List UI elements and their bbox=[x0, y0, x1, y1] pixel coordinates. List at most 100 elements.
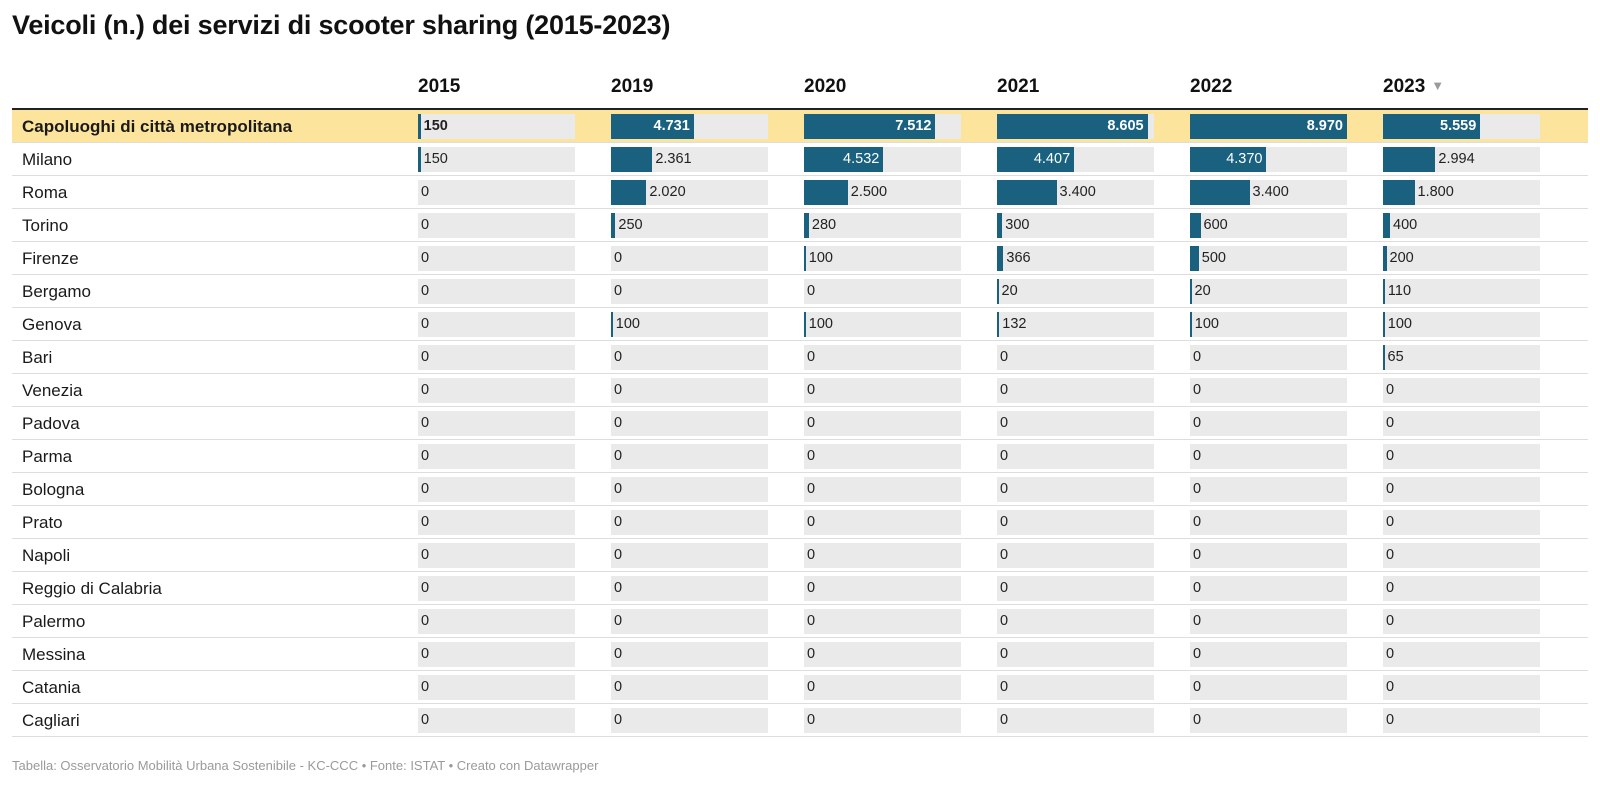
data-table: 2015 2019 2020 2021 2022 2023 ▼ Capoluoghi di … bbox=[12, 70, 1588, 737]
table-row: Reggio di Calabria 0 0 0 0 0 0 bbox=[12, 572, 1588, 605]
column-header-label: 2023 bbox=[1383, 76, 1426, 97]
row-label: Parma bbox=[22, 447, 73, 466]
bar-cell: 1.800 bbox=[1383, 180, 1540, 205]
column-header-label: 2022 bbox=[1190, 76, 1233, 97]
bar-cell: 0 bbox=[997, 708, 1154, 733]
value-bar bbox=[611, 213, 616, 238]
table-body: Capoluoghi di città metropolitana 150 4.73… bbox=[12, 110, 1588, 737]
bar-cell: 0 bbox=[1383, 543, 1540, 568]
value-label: 0 bbox=[1193, 349, 1202, 365]
row-label: Milano bbox=[22, 150, 73, 169]
bar-cell: 150 bbox=[418, 114, 575, 139]
bar-cell: 0 bbox=[804, 642, 961, 667]
value-label: 0 bbox=[1386, 514, 1395, 530]
value-label: 0 bbox=[614, 646, 623, 662]
column-header-2021[interactable]: 2021 bbox=[997, 76, 1039, 98]
column-header-2015[interactable]: 2015 bbox=[418, 76, 460, 98]
value-label: 3.400 bbox=[1059, 184, 1096, 200]
value-label: 0 bbox=[614, 382, 623, 398]
bar-cell: 0 bbox=[1190, 642, 1347, 667]
column-header-label: 2020 bbox=[804, 76, 847, 97]
bar-cell: 0 bbox=[997, 576, 1154, 601]
sort-desc-icon[interactable]: ▼ bbox=[1431, 78, 1445, 93]
bar-cell: 0 bbox=[997, 411, 1154, 436]
bar-cell: 65 bbox=[1383, 345, 1540, 370]
value-label: 7.512 bbox=[895, 118, 932, 134]
value-label: 100 bbox=[808, 316, 833, 332]
bar-cell: 100 bbox=[611, 312, 768, 337]
value-label: 0 bbox=[614, 679, 623, 695]
table-row: Palermo 0 0 0 0 0 0 bbox=[12, 605, 1588, 638]
value-bar bbox=[1383, 312, 1385, 337]
bar-cell: 0 bbox=[418, 411, 575, 436]
bar-cell: 0 bbox=[1190, 609, 1347, 634]
bar-cell: 0 bbox=[804, 444, 961, 469]
bar-cell: 0 bbox=[611, 246, 768, 271]
bar-cell: 0 bbox=[1383, 378, 1540, 403]
column-header-2022[interactable]: 2022 bbox=[1190, 76, 1232, 98]
value-label: 0 bbox=[421, 712, 430, 728]
bar-cell: 0 bbox=[418, 444, 575, 469]
value-label: 2.361 bbox=[655, 151, 692, 167]
bar-cell: 600 bbox=[1190, 213, 1347, 238]
bar-cell: 0 bbox=[418, 345, 575, 370]
value-bar bbox=[997, 147, 1075, 172]
bar-cell: 0 bbox=[611, 444, 768, 469]
row-label: Catania bbox=[22, 678, 81, 697]
bar-cell: 0 bbox=[418, 675, 575, 700]
value-bar bbox=[1383, 246, 1387, 271]
row-label: Bari bbox=[22, 348, 53, 367]
value-label: 0 bbox=[421, 679, 430, 695]
value-label: 0 bbox=[1193, 514, 1202, 530]
bar-cell: 0 bbox=[611, 609, 768, 634]
value-label: 4.532 bbox=[843, 151, 880, 167]
bar-cell: 200 bbox=[1383, 246, 1540, 271]
bar-cell: 0 bbox=[804, 576, 961, 601]
value-label: 2.020 bbox=[649, 184, 686, 200]
value-label: 0 bbox=[614, 415, 623, 431]
column-header-2020[interactable]: 2020 bbox=[804, 76, 846, 98]
footer-credits: Tabella: Osservatorio Mobilità Urbana So… bbox=[12, 758, 599, 773]
value-label: 0 bbox=[1000, 415, 1009, 431]
table-row: Prato 0 0 0 0 0 0 bbox=[12, 506, 1588, 539]
value-bar bbox=[611, 180, 647, 205]
bar-cell: 4.370 bbox=[1190, 147, 1347, 172]
column-header-2019[interactable]: 2019 bbox=[611, 76, 653, 98]
value-label: 0 bbox=[1000, 679, 1009, 695]
row-label: Palermo bbox=[22, 612, 86, 631]
value-label: 20 bbox=[1001, 283, 1018, 299]
value-label: 0 bbox=[807, 646, 816, 662]
bar-cell: 0 bbox=[804, 708, 961, 733]
bar-cell: 0 bbox=[804, 477, 961, 502]
bar-cell: 0 bbox=[1190, 576, 1347, 601]
bar-cell: 2.994 bbox=[1383, 147, 1540, 172]
value-label: 0 bbox=[614, 514, 623, 530]
value-bar bbox=[997, 213, 1003, 238]
value-bar bbox=[1383, 147, 1436, 172]
bar-cell: 0 bbox=[1190, 378, 1347, 403]
bar-cell: 0 bbox=[1190, 411, 1347, 436]
bar-cell: 0 bbox=[997, 510, 1154, 535]
bar-cell: 100 bbox=[1190, 312, 1347, 337]
value-label: 600 bbox=[1203, 217, 1228, 233]
value-label: 0 bbox=[1000, 712, 1009, 728]
bar-cell: 0 bbox=[418, 543, 575, 568]
bar-cell: 0 bbox=[804, 675, 961, 700]
table-row: Roma 0 2.020 2.500 3.400 3.400 1.800 bbox=[12, 176, 1588, 209]
bar-cell: 0 bbox=[418, 576, 575, 601]
column-header-2023[interactable]: 2023 ▼ bbox=[1383, 76, 1444, 98]
bar-cell: 0 bbox=[1383, 708, 1540, 733]
bar-cell: 0 bbox=[997, 642, 1154, 667]
value-label: 3.400 bbox=[1252, 184, 1289, 200]
bar-cell: 20 bbox=[1190, 279, 1347, 304]
value-bar bbox=[1190, 180, 1250, 205]
bar-cell: 250 bbox=[611, 213, 768, 238]
bar-cell: 0 bbox=[611, 708, 768, 733]
bar-cell: 2.361 bbox=[611, 147, 768, 172]
value-label: 100 bbox=[1194, 316, 1219, 332]
bar-cell: 110 bbox=[1383, 279, 1540, 304]
value-label: 0 bbox=[1193, 547, 1202, 563]
value-bar bbox=[804, 246, 806, 271]
bar-cell: 0 bbox=[804, 510, 961, 535]
bar-cell: 0 bbox=[418, 279, 575, 304]
